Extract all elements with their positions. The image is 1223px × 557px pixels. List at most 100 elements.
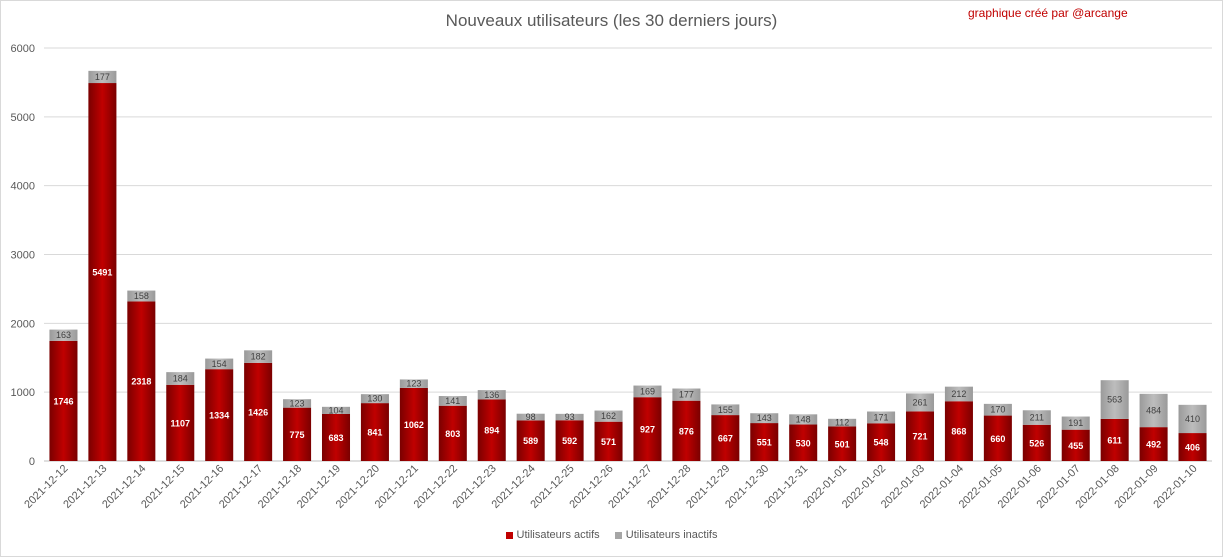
data-label-active: 894 — [484, 426, 499, 436]
data-label-inactive: 123 — [290, 398, 305, 408]
data-label-inactive: 158 — [134, 291, 149, 301]
bar-inactive — [399, 379, 428, 388]
bar-active — [88, 83, 117, 461]
bar-active — [49, 340, 78, 461]
bar-inactive — [166, 372, 195, 385]
data-label-active: 1746 — [53, 396, 73, 406]
data-label-inactive: 170 — [990, 405, 1005, 415]
legend-label-inactive: Utilisateurs inactifs — [625, 529, 718, 541]
data-label-active: 526 — [1029, 438, 1044, 448]
data-label-active: 611 — [1107, 435, 1122, 445]
bar-active — [360, 403, 389, 461]
data-label-inactive: 261 — [912, 397, 927, 407]
data-label-active: 501 — [835, 439, 850, 449]
bar-active — [1178, 433, 1207, 461]
data-label-inactive: 484 — [1146, 405, 1161, 415]
bar-active — [477, 399, 506, 461]
bar-inactive — [1100, 380, 1129, 419]
data-label-inactive: 155 — [718, 405, 733, 415]
data-label-inactive: 104 — [328, 405, 343, 415]
bar-inactive — [88, 70, 117, 84]
data-label-inactive: 163 — [56, 330, 71, 340]
data-label-active: 876 — [679, 426, 694, 436]
bar-active — [1022, 424, 1051, 461]
bar-inactive — [127, 290, 156, 302]
bar-inactive — [905, 393, 935, 412]
bar-active — [1061, 429, 1090, 461]
bar-active — [633, 397, 662, 461]
bar-inactive — [711, 404, 740, 416]
bar-inactive — [1139, 393, 1168, 428]
bar-inactive — [867, 411, 896, 424]
data-label-active: 927 — [640, 425, 655, 435]
bar-active — [672, 400, 701, 461]
bar-inactive — [555, 413, 584, 421]
bar-active — [983, 415, 1012, 461]
data-label-inactive: 141 — [445, 396, 460, 406]
legend-item-inactive: Utilisateurs inactifs — [614, 529, 718, 541]
bar-active — [244, 362, 273, 461]
chart-title: Nouveaux utilisateurs (les 30 derniers j… — [445, 11, 778, 30]
data-label-active: 5491 — [92, 268, 112, 278]
bar-inactive — [1178, 404, 1207, 434]
data-label-inactive: 211 — [1030, 413, 1044, 423]
data-label-active: 2318 — [131, 377, 151, 387]
data-label-active: 1426 — [248, 407, 268, 417]
y-tick-label: 0 — [29, 456, 35, 468]
data-label-inactive: 169 — [640, 386, 655, 396]
data-label-inactive: 112 — [835, 418, 849, 428]
bar-active — [944, 401, 973, 461]
legend-item-active: Utilisateurs actifs — [505, 529, 600, 541]
chart-credit: graphique créé par @arcange — [968, 6, 1128, 20]
data-label-active: 667 — [718, 434, 733, 444]
bar-inactive — [633, 385, 662, 398]
data-label-active: 1334 — [209, 411, 229, 421]
data-label-inactive: 177 — [679, 390, 694, 400]
bar-active — [905, 411, 935, 461]
legend-swatch-active — [505, 531, 513, 539]
bar-active — [205, 369, 234, 461]
bar-active — [438, 405, 467, 461]
data-label-inactive: 177 — [95, 72, 110, 82]
data-label-active: 548 — [874, 438, 889, 448]
bar-inactive — [672, 388, 701, 401]
data-label-inactive: 130 — [367, 394, 382, 404]
bar-inactive — [1022, 410, 1051, 425]
y-tick-label: 6000 — [11, 43, 35, 55]
bar-inactive — [828, 418, 857, 427]
data-label-active: 841 — [367, 428, 382, 438]
data-label-inactive: 182 — [251, 352, 266, 362]
y-tick-label: 4000 — [11, 181, 35, 193]
data-label-active: 775 — [290, 430, 305, 440]
data-label-active: 406 — [1185, 443, 1200, 453]
bar-active — [711, 415, 740, 461]
bar-inactive — [205, 358, 234, 370]
bar-inactive — [49, 329, 78, 341]
data-label-active: 551 — [757, 438, 772, 448]
bar-inactive — [360, 394, 389, 404]
y-tick-label: 3000 — [11, 250, 35, 262]
bar-inactive — [750, 413, 779, 424]
bar-active — [555, 420, 584, 461]
data-label-active: 683 — [328, 433, 343, 443]
data-label-inactive: 162 — [601, 411, 616, 421]
data-label-active: 803 — [445, 429, 460, 439]
data-label-inactive: 148 — [796, 414, 811, 424]
data-label-active: 1062 — [404, 420, 424, 430]
legend-swatch-inactive — [614, 531, 622, 539]
data-label-active: 589 — [523, 436, 538, 446]
bar-active — [516, 420, 545, 461]
bar-inactive — [438, 396, 467, 406]
bar-inactive — [594, 410, 623, 422]
data-label-inactive: 191 — [1068, 418, 1083, 428]
bar-active — [166, 384, 195, 461]
data-label-active: 868 — [951, 427, 966, 437]
data-label-active: 571 — [601, 437, 616, 447]
bar-active — [1139, 427, 1168, 461]
data-label-active: 1107 — [171, 418, 191, 428]
bar-active — [127, 301, 156, 461]
data-label-inactive: 123 — [406, 379, 421, 389]
y-tick-label: 1000 — [11, 387, 35, 399]
data-label-inactive: 154 — [212, 359, 227, 369]
bar-active — [399, 387, 428, 461]
